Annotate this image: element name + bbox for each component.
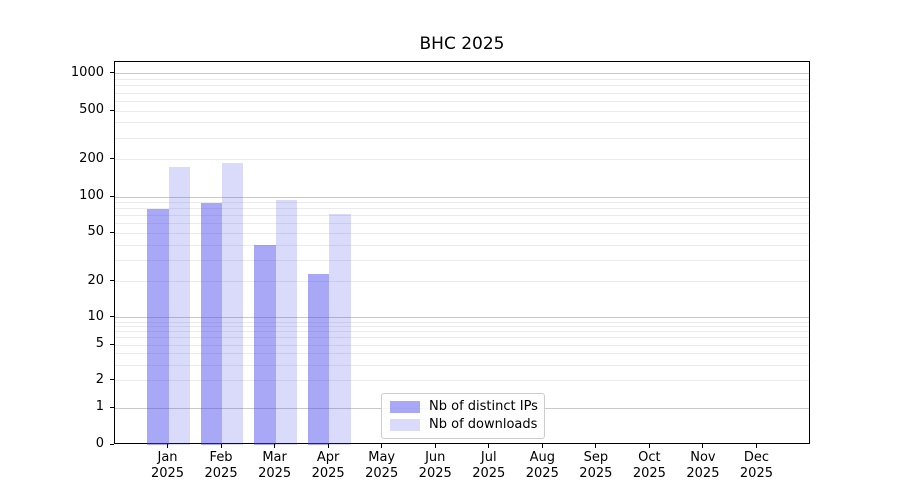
minor-gridline xyxy=(115,223,809,225)
minor-gridline xyxy=(115,344,809,346)
x-tick-label: Feb 2025 xyxy=(204,450,238,481)
minor-gridline xyxy=(115,100,809,102)
x-tick-label: Oct 2025 xyxy=(632,450,666,481)
y-tick-mark xyxy=(110,379,114,381)
y-tick-mark xyxy=(110,280,114,282)
y-tick-label: 1 xyxy=(95,399,104,414)
x-tick-mark xyxy=(167,444,169,448)
x-tick-mark xyxy=(595,444,597,448)
x-tick-label: Dec 2025 xyxy=(739,450,773,481)
y-tick-label: 500 xyxy=(79,102,104,118)
x-tick-mark xyxy=(434,444,436,448)
y-tick-mark xyxy=(110,72,114,74)
plot-area xyxy=(114,61,810,445)
y-tick-label: 1000 xyxy=(70,64,104,80)
chart-title: BHC 2025 xyxy=(419,34,505,54)
x-tick-label: May 2025 xyxy=(365,450,399,481)
y-tick-label: 10 xyxy=(87,308,104,324)
major-gridline xyxy=(115,317,809,319)
x-tick-label: Nov 2025 xyxy=(686,450,720,481)
bar-distinct-ips-apr xyxy=(307,274,330,445)
x-tick-mark xyxy=(274,444,276,448)
legend-label-downloads: Nb of downloads xyxy=(429,417,538,432)
x-tick-mark xyxy=(648,444,650,448)
minor-gridline xyxy=(115,215,809,217)
minor-gridline xyxy=(115,79,809,81)
major-gridline xyxy=(115,196,809,198)
y-tick-label: 2 xyxy=(95,371,104,387)
x-tick-mark xyxy=(541,444,543,448)
minor-gridline xyxy=(115,321,809,323)
y-tick-mark xyxy=(110,195,114,197)
minor-gridline xyxy=(115,364,809,366)
legend-item-downloads: Nb of downloads xyxy=(390,417,538,433)
x-tick-label: Mar 2025 xyxy=(258,450,292,481)
bar-distinct-ips-jan xyxy=(147,208,169,445)
y-tick-mark xyxy=(110,231,114,233)
minor-gridline xyxy=(115,331,809,333)
minor-gridline xyxy=(115,137,809,139)
y-tick-mark xyxy=(110,443,114,445)
x-tick-label: Jun 2025 xyxy=(418,450,452,481)
legend-label-distinct-ips: Nb of distinct IPs xyxy=(429,399,538,414)
legend-swatch-downloads xyxy=(390,419,420,431)
y-tick-mark xyxy=(110,343,114,345)
minor-gridline xyxy=(115,85,809,87)
legend-swatch-distinct-ips xyxy=(390,401,420,413)
y-tick-label: 20 xyxy=(87,272,104,288)
minor-gridline xyxy=(115,202,809,204)
x-tick-label: Sep 2025 xyxy=(579,450,613,481)
x-tick-label: Jan 2025 xyxy=(150,450,185,481)
x-tick-label: Apr 2025 xyxy=(311,450,345,481)
bar-distinct-ips-mar xyxy=(254,245,276,445)
x-tick-mark xyxy=(755,444,757,448)
minor-gridline xyxy=(115,244,809,246)
y-tick-label: 50 xyxy=(87,224,104,240)
y-tick-mark xyxy=(110,316,114,318)
bar-downloads-apr xyxy=(329,214,351,445)
x-tick-mark xyxy=(702,444,704,448)
minor-gridline xyxy=(115,337,809,339)
x-tick-label: Jul 2025 xyxy=(472,450,506,481)
y-tick-label: 5 xyxy=(95,336,104,352)
bar-distinct-ips-feb xyxy=(200,202,223,445)
minor-gridline xyxy=(115,159,809,161)
bar-downloads-mar xyxy=(275,200,298,445)
minor-gridline xyxy=(115,326,809,328)
major-gridline xyxy=(115,73,809,75)
minor-gridline xyxy=(115,208,809,210)
legend: Nb of distinct IPs Nb of downloads xyxy=(381,393,545,439)
minor-gridline xyxy=(115,353,809,355)
minor-gridline xyxy=(115,232,809,234)
y-tick-label: 100 xyxy=(79,188,104,203)
x-tick-mark xyxy=(381,444,383,448)
y-tick-label: 0 xyxy=(95,436,104,451)
minor-gridline xyxy=(115,380,809,382)
x-tick-mark xyxy=(220,444,222,448)
x-tick-label: Aug 2025 xyxy=(525,450,559,481)
minor-gridline xyxy=(115,122,809,124)
bar-downloads-feb xyxy=(222,162,244,445)
minor-gridline xyxy=(115,259,809,261)
minor-gridline xyxy=(115,281,809,283)
y-tick-mark xyxy=(110,109,114,111)
legend-item-distinct-ips: Nb of distinct IPs xyxy=(390,399,538,415)
minor-gridline xyxy=(115,110,809,112)
y-tick-label: 200 xyxy=(79,150,104,166)
x-tick-mark xyxy=(488,444,490,448)
y-tick-mark xyxy=(110,158,114,160)
x-tick-mark xyxy=(327,444,329,448)
bar-downloads-jan xyxy=(168,167,190,445)
minor-gridline xyxy=(115,92,809,94)
y-tick-mark xyxy=(110,406,114,408)
